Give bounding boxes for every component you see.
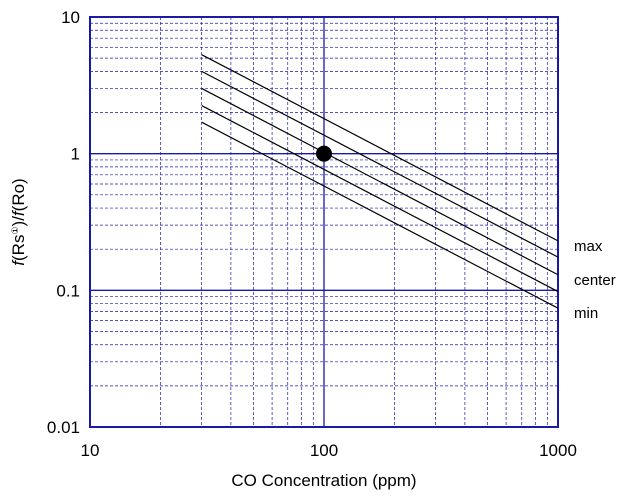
series-lines — [201, 54, 559, 309]
x-axis-label: CO Concentration (ppm) — [231, 471, 416, 490]
curve-label-max: max — [574, 238, 603, 255]
y-tick-label: 0.01 — [47, 418, 80, 437]
curve-label-min: min — [574, 305, 598, 322]
minor-gridlines — [90, 17, 558, 427]
y-label-den-arg: (Ro) — [9, 178, 28, 211]
x-tick-label: 10 — [81, 441, 100, 460]
y-label-den-fn: f — [9, 209, 28, 216]
y-tick-label: 0.1 — [56, 281, 80, 300]
y-tick-label: 1 — [71, 145, 80, 164]
y-label-num-fn: f — [9, 259, 28, 266]
series-line-1 — [201, 54, 559, 242]
series-line-2 — [201, 70, 559, 258]
y-axis-label: f(Rs①)/f(Ro) — [9, 178, 28, 265]
plot-frame — [89, 16, 559, 428]
curve-labels: max center min — [574, 238, 616, 322]
series-line-4 — [201, 105, 559, 293]
x-tick-label: 1000 — [539, 441, 577, 460]
y-label-num-sup: ① — [10, 226, 20, 234]
y-label-num-arg: (Rs — [9, 235, 28, 261]
x-tick-label: 100 — [310, 441, 338, 460]
curve-label-center: center — [574, 272, 616, 289]
reference-point — [316, 145, 332, 162]
y-label-num-close: )/ — [9, 216, 28, 227]
series-line-3 — [201, 87, 559, 276]
y-tick-labels: 0.01 0.1 1 10 — [47, 8, 80, 437]
x-tick-labels: 10 100 1000 — [81, 441, 577, 460]
series-line-5 — [201, 121, 559, 309]
y-tick-label: 10 — [61, 8, 80, 27]
